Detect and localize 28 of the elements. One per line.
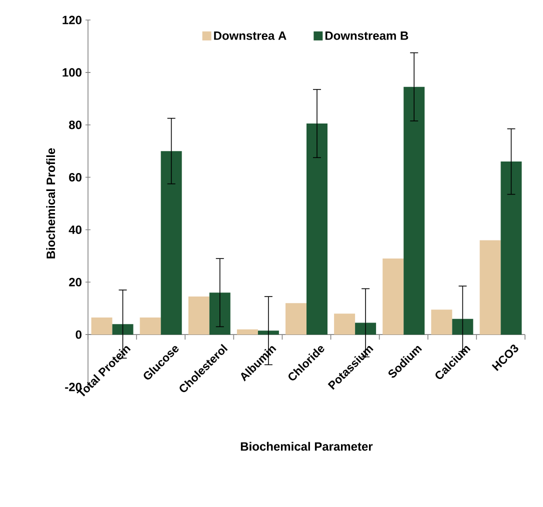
x-axis-title: Biochemical Parameter [240, 442, 373, 451]
bar [355, 322, 376, 335]
y-tick-label: 0 [76, 330, 82, 339]
y-axis-title: Biochemical Profile [46, 148, 56, 258]
bar [112, 324, 134, 335]
bar [404, 86, 425, 335]
legend-label: Downstrea A [214, 32, 286, 40]
bar [188, 296, 210, 335]
y-tick-label: 120 [62, 16, 82, 24]
bar [431, 310, 452, 335]
y-tick-label: 40 [68, 225, 82, 234]
bar [306, 124, 328, 335]
bar [258, 330, 279, 335]
bar [500, 162, 522, 335]
bar [91, 318, 112, 335]
bar [334, 314, 356, 335]
bar [382, 258, 404, 335]
legend-label: Downstream B [325, 32, 408, 40]
y-tick-label: 80 [69, 120, 82, 130]
y-tick-label: 60 [69, 173, 82, 182]
y-tick-label: 20 [69, 278, 82, 286]
bar [452, 318, 474, 335]
bar [480, 240, 501, 335]
bar [286, 303, 306, 335]
bar [236, 329, 258, 335]
y-tick-label: 100 [62, 68, 82, 77]
bar [140, 318, 161, 335]
bar [160, 151, 182, 335]
